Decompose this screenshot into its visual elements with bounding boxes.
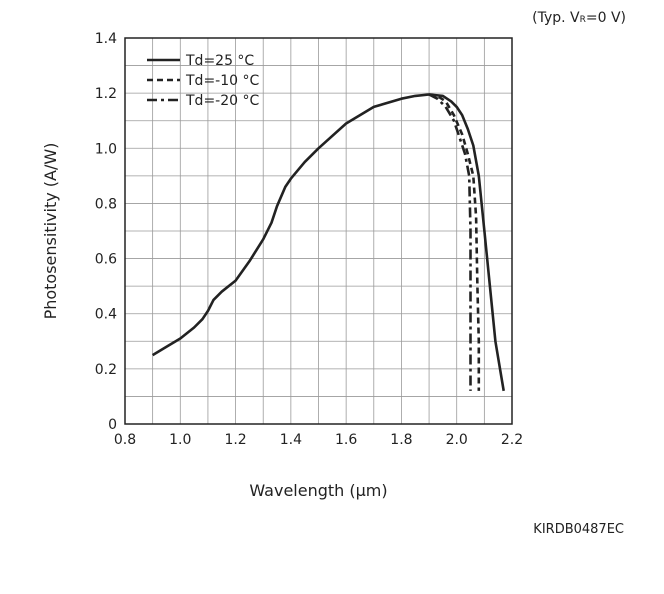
y-tick-label: 0.4 bbox=[95, 307, 117, 323]
y-tick-label: 0 bbox=[108, 417, 117, 433]
plot-frame bbox=[124, 37, 513, 425]
y-tick-label: 0.6 bbox=[95, 252, 117, 268]
series-line-1 bbox=[151, 93, 505, 392]
condition-suffix: =0 V) bbox=[585, 10, 626, 26]
x-tick-label: 0.8 bbox=[114, 432, 136, 448]
y-tick-label: 1.4 bbox=[95, 31, 117, 47]
legend-entry: Td=-20 °C bbox=[185, 93, 259, 109]
tick-labels: 0.8 1.0 1.2 1.4 1.6 1.8 2.0 2.2 0 0.2 0.4 0.6 0.8 1.0… bbox=[95, 31, 523, 448]
condition-subscript: R bbox=[579, 15, 586, 25]
y-tick-label: 1.2 bbox=[95, 86, 117, 102]
legend-entry: Td=25 °C bbox=[185, 53, 254, 69]
x-tick-label: 1.6 bbox=[335, 432, 357, 448]
y-tick-label: 0.2 bbox=[95, 362, 117, 378]
series-line-2 bbox=[428, 93, 481, 391]
grid bbox=[125, 38, 512, 424]
x-axis-label: Wavelength (µm) bbox=[249, 481, 387, 500]
y-axis-label: Photosensitivity (A/W) bbox=[41, 143, 60, 320]
x-tick-label: 1.8 bbox=[390, 432, 412, 448]
series-layer bbox=[151, 93, 505, 392]
x-tick-label: 2.0 bbox=[446, 432, 468, 448]
series-line-3 bbox=[428, 93, 472, 391]
y-tick-label: 0.8 bbox=[95, 196, 117, 212]
condition-prefix: (Typ. V bbox=[532, 10, 580, 26]
x-tick-label: 1.2 bbox=[224, 432, 246, 448]
y-tick-label: 1.0 bbox=[95, 141, 117, 157]
measurement-condition-note: (Typ. VR=0 V) bbox=[532, 10, 626, 26]
x-tick-label: 1.4 bbox=[280, 432, 302, 448]
legend: Td=25 °C Td=-10 °C Td=-20 °C bbox=[147, 53, 259, 109]
x-tick-label: 1.0 bbox=[169, 432, 191, 448]
x-tick-label: 2.2 bbox=[501, 432, 523, 448]
legend-entry: Td=-10 °C bbox=[185, 73, 259, 89]
document-id: KIRDB0487EC bbox=[533, 522, 624, 537]
